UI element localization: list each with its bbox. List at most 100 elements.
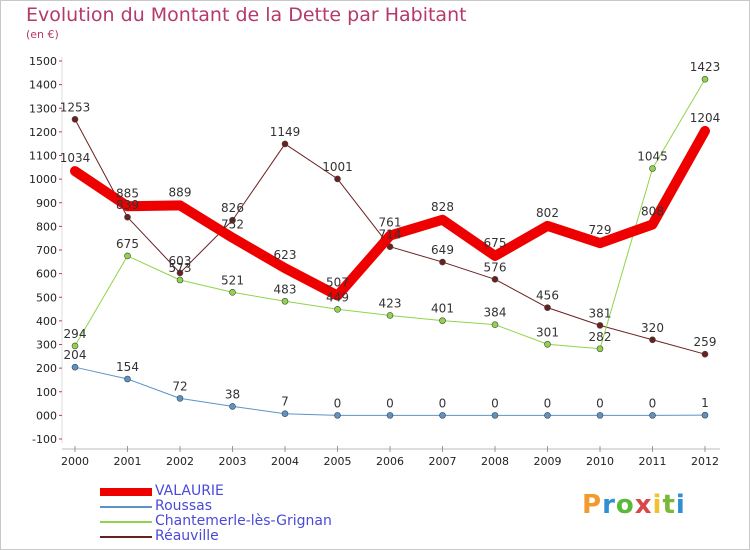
data-label-roussas: 0 [334,396,342,410]
data-point-roussas [386,412,394,419]
legend-label: VALAURIE [155,483,224,499]
y-tick-label: 700 [36,244,57,257]
data-point-chantemerle-les-grignan [491,321,499,328]
y-tick-label: 900 [36,197,57,210]
data-label-chantemerle-les-grignan: 423 [379,296,402,310]
data-label-chantemerle-les-grignan: 573 [169,261,192,275]
data-label-roussas: 72 [172,379,187,393]
data-point-roussas [439,412,446,419]
data-label-valaurie: 675 [484,236,507,250]
data-label-chantemerle-les-grignan: 384 [484,306,507,320]
data-label-chantemerle-les-grignan: 401 [431,302,454,316]
y-tick-label: 1200 [29,126,57,139]
data-label-valaurie: 752 [221,218,244,232]
data-point-chantemerle-les-grignan [124,252,131,260]
series-line-valaurie [70,125,710,301]
data-label-reauville: 649 [431,243,454,257]
data-label-reauville: 1253 [60,100,91,114]
data-point-roussas [71,363,79,371]
y-tick-label: 100 [36,386,57,399]
chart-subtitle: (en €) [26,28,59,41]
data-label-roussas: 38 [225,387,240,401]
data-point-chantemerle-les-grignan [386,312,394,319]
x-tick-label: 2011 [639,455,667,468]
data-point-reauville [229,216,236,224]
data-label-chantemerle-les-grignan: 483 [274,282,297,296]
data-point-reauville [596,322,604,329]
data-point-chantemerle-les-grignan [596,345,604,353]
data-label-reauville: 320 [641,321,664,335]
data-point-reauville [649,336,656,344]
y-tick-label: -100 [32,433,57,446]
data-point-roussas [701,411,709,419]
data-point-reauville [491,275,499,283]
data-label-roussas: 1 [701,396,709,410]
x-tick-label: 2005 [324,455,352,468]
legend-label: Réauville [155,528,219,544]
data-point-chantemerle-les-grignan [334,305,341,313]
y-tick-label: 1000 [29,173,57,186]
data-label-reauville: 839 [116,198,139,212]
x-tick-label: 2009 [534,455,562,468]
data-point-roussas [544,412,551,419]
data-label-roussas: 154 [116,360,139,374]
x-tick-label: 2001 [114,455,142,468]
data-point-reauville [439,258,446,266]
y-tick-label: 1300 [29,102,57,115]
data-point-chantemerle-les-grignan [229,288,236,296]
y-tick-label: 200 [36,362,57,375]
y-tick-label: 500 [36,291,57,304]
legend-swatch [100,506,152,508]
data-point-roussas [649,412,656,419]
data-label-valaurie: 1204 [690,111,721,125]
data-label-chantemerle-les-grignan: 675 [116,237,139,251]
proxiti-logo: Proxiti [582,490,686,520]
y-tick-label: 1500 [29,55,57,68]
data-label-reauville: 456 [536,289,559,303]
data-label-roussas: 0 [544,396,552,410]
data-point-chantemerle-les-grignan [176,276,184,284]
data-label-roussas: 204 [64,348,87,362]
data-label-chantemerle-les-grignan: 1423 [690,60,721,74]
data-label-roussas: 0 [649,396,657,410]
data-point-reauville [71,116,79,123]
data-point-roussas [281,410,289,418]
x-tick-label: 2007 [429,455,457,468]
data-point-roussas [229,403,236,410]
legend-label: Chantemerle-lès-Grignan [155,513,332,529]
data-label-roussas: 0 [596,396,604,410]
data-label-roussas: 0 [386,396,394,410]
chart-title: Evolution du Montant de la Dette par Hab… [26,4,467,26]
data-label-chantemerle-les-grignan: 294 [64,327,87,341]
data-label-valaurie: 623 [274,248,297,262]
data-point-roussas [124,375,131,383]
data-point-chantemerle-les-grignan [544,340,551,348]
x-tick-label: 2003 [219,455,247,468]
data-label-reauville: 826 [221,201,244,215]
data-point-roussas [176,395,184,402]
chart-series [70,75,710,419]
data-label-valaurie: 761 [379,216,402,230]
data-label-reauville: 381 [589,306,612,320]
x-tick-label: 2000 [61,455,89,468]
data-label-reauville: 603 [169,254,192,268]
y-tick-label: 1400 [29,79,57,92]
data-point-reauville [544,304,551,311]
x-tick-label: 2012 [691,455,719,468]
data-label-reauville: 714 [379,228,402,242]
data-label-valaurie: 808 [641,204,664,218]
data-label-reauville: 1001 [322,160,353,174]
y-tick-label: 300 [36,339,57,352]
data-point-reauville [386,243,394,250]
data-point-chantemerle-les-grignan [281,297,289,305]
data-label-chantemerle-les-grignan: 301 [536,325,559,339]
data-point-reauville [124,213,131,221]
data-point-chantemerle-les-grignan [649,165,656,172]
data-label-chantemerle-les-grignan: 1045 [637,149,668,163]
x-tick-label: 2008 [481,455,509,468]
data-label-reauville: 1149 [270,125,301,139]
data-label-chantemerle-les-grignan: 521 [221,273,244,287]
data-point-reauville [176,269,184,277]
